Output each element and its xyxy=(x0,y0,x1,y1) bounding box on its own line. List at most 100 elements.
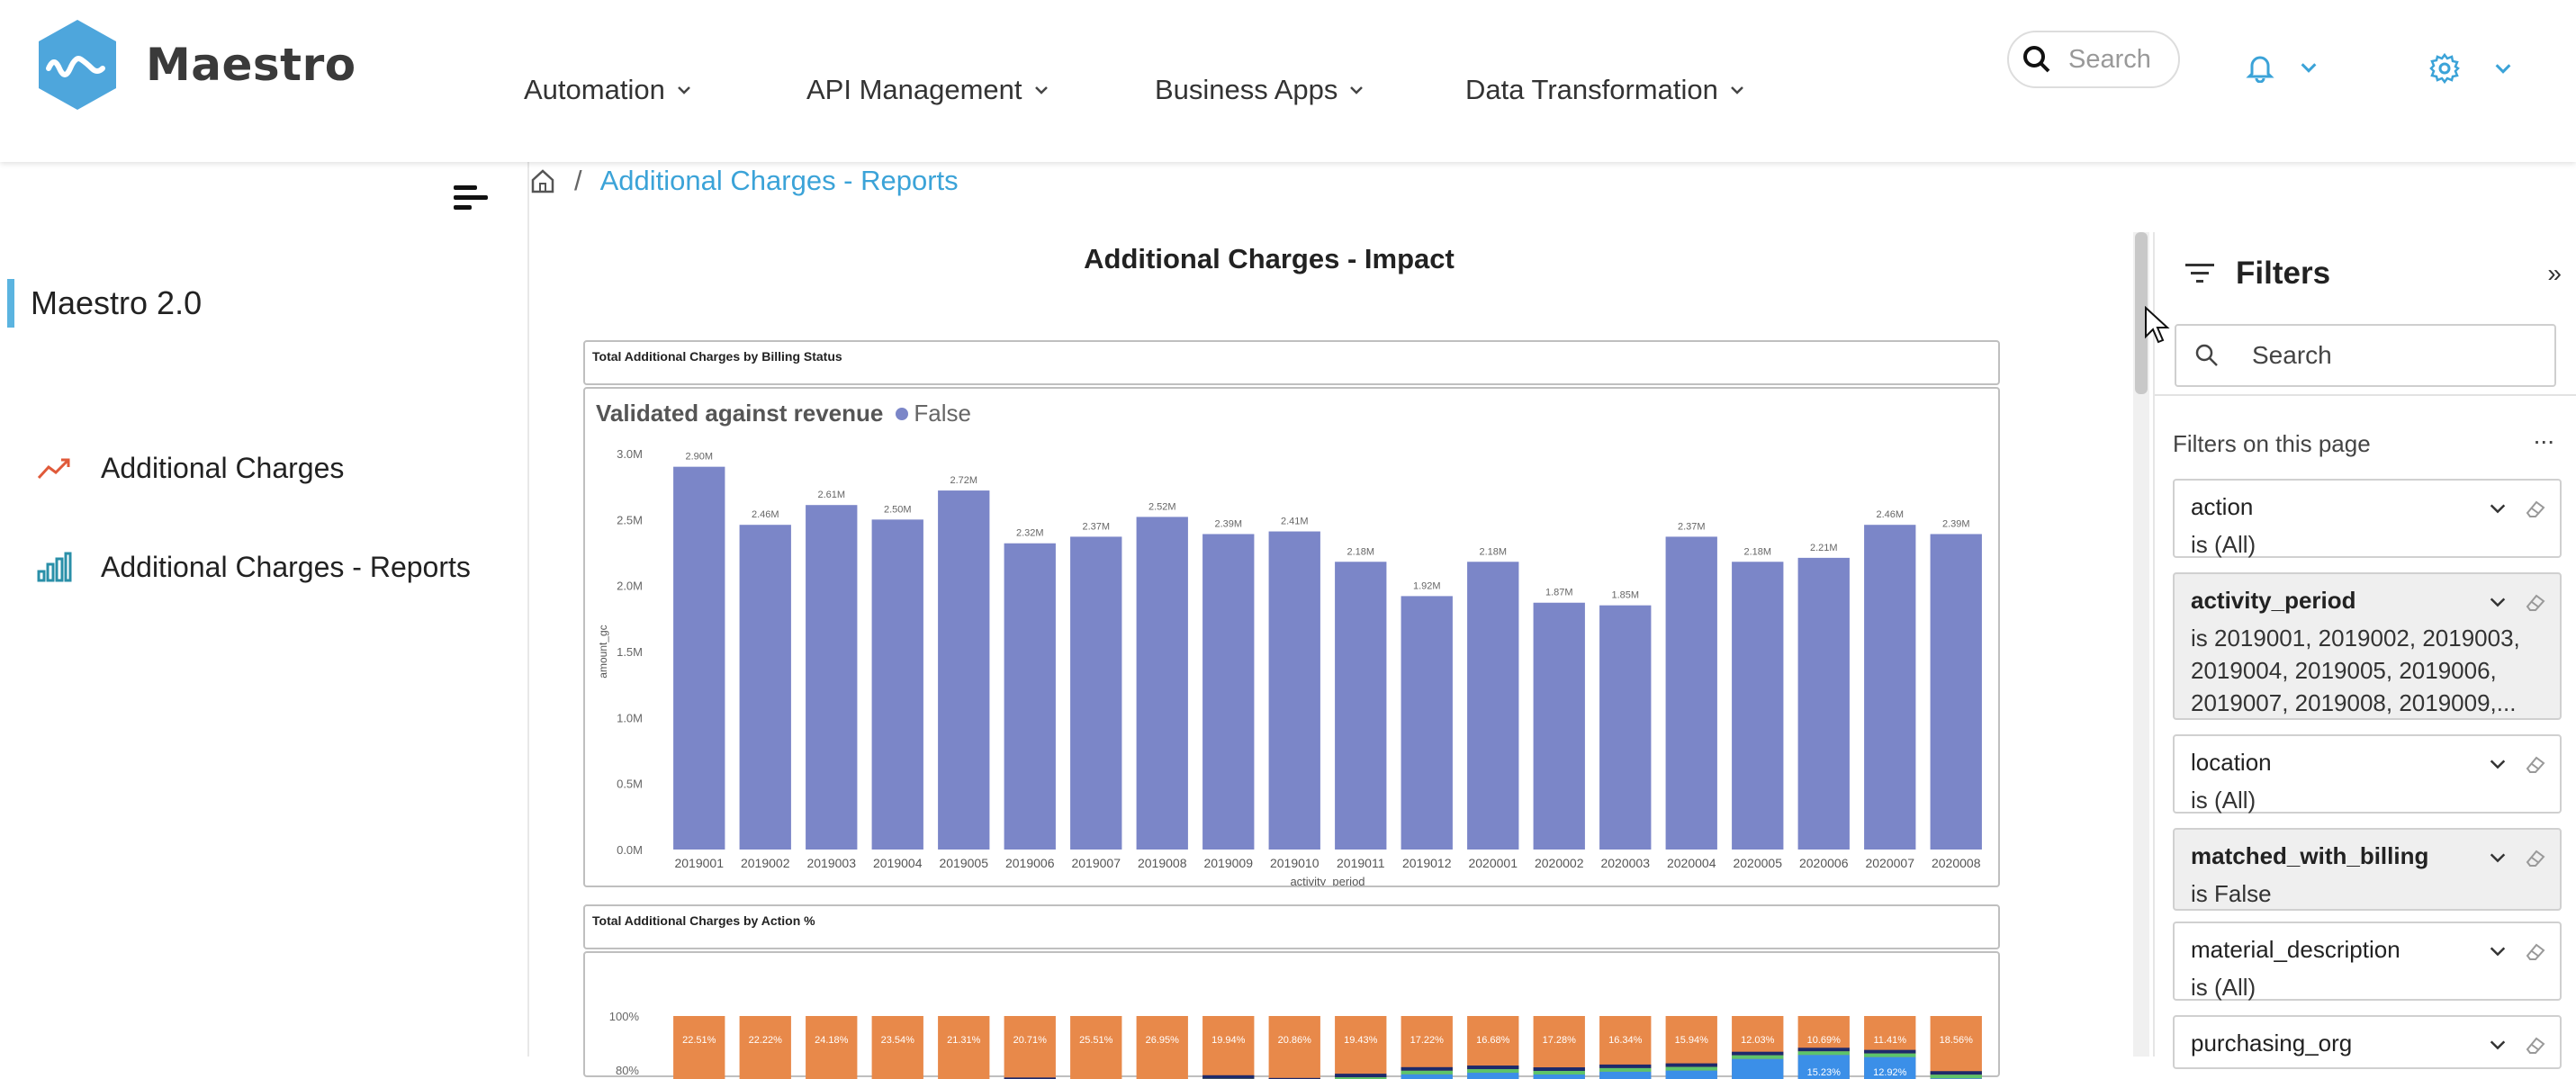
home-icon[interactable] xyxy=(529,167,556,194)
chevron-down-icon[interactable] xyxy=(2488,848,2508,868)
action-percent-chart-card[interactable]: 100%80%22.51%22.22%24.18%23.54%21.31%20.… xyxy=(583,951,2000,1077)
bar[interactable] xyxy=(1070,536,1121,850)
search-icon xyxy=(2194,343,2220,368)
y-tick-label: 2.5M xyxy=(617,513,643,526)
collapse-menu-icon[interactable] xyxy=(452,182,490,214)
sidebar-item-additional-charges-reports[interactable]: Additional Charges - Reports xyxy=(36,551,471,584)
eraser-icon[interactable] xyxy=(2524,752,2547,776)
bar[interactable] xyxy=(872,519,923,850)
y-tick-label: 100% xyxy=(609,1010,640,1023)
data-label: 2.21M xyxy=(1810,543,1838,553)
segment-label: 22.51% xyxy=(682,1035,716,1046)
bar[interactable] xyxy=(806,505,857,850)
bar[interactable] xyxy=(1732,562,1783,850)
nav-automation[interactable]: Automation xyxy=(524,74,692,106)
bar[interactable] xyxy=(1137,517,1188,850)
bar-segment-top[interactable] xyxy=(806,1016,857,1079)
data-label: 2.72M xyxy=(950,475,977,486)
global-search[interactable]: Search xyxy=(2007,31,2180,88)
bar[interactable] xyxy=(740,525,791,850)
notifications-button[interactable] xyxy=(2245,52,2319,83)
bar-segment-top[interactable] xyxy=(1004,1016,1056,1079)
bar[interactable] xyxy=(1534,603,1585,850)
eraser-icon[interactable] xyxy=(2524,497,2547,520)
bar-segment-top[interactable] xyxy=(938,1016,989,1079)
bar[interactable] xyxy=(1864,525,1915,850)
eraser-icon[interactable] xyxy=(2524,590,2547,614)
filter-card-purchasing-org[interactable]: purchasing_org xyxy=(2173,1015,2562,1069)
bar-segment-green xyxy=(1732,1056,1783,1059)
chevron-down-icon[interactable] xyxy=(2488,499,2508,518)
eraser-icon[interactable] xyxy=(2524,1033,2547,1057)
data-label: 2.32M xyxy=(1016,528,1044,539)
y-tick-label: 0.0M xyxy=(617,843,643,857)
bar[interactable] xyxy=(1666,536,1717,850)
bar-segment-blue xyxy=(1401,1075,1453,1079)
filters-pane: Filters » Search Filters on this page ..… xyxy=(2153,232,2576,1057)
more-options-button[interactable]: ... xyxy=(2534,421,2554,450)
segment-label: 15.23% xyxy=(1807,1067,1842,1078)
eraser-icon[interactable] xyxy=(2524,846,2547,869)
nav-api-management[interactable]: API Management xyxy=(806,74,1049,106)
bar[interactable] xyxy=(1401,596,1453,850)
filters-search-input[interactable]: Search xyxy=(2175,324,2556,387)
data-label: 1.87M xyxy=(1545,588,1573,598)
segment-label: 19.94% xyxy=(1211,1035,1246,1046)
eraser-icon[interactable] xyxy=(2524,940,2547,963)
chevron-down-icon[interactable] xyxy=(2488,754,2508,774)
chevron-down-icon xyxy=(676,82,692,98)
bar[interactable] xyxy=(1202,534,1254,850)
logo[interactable]: Maestro xyxy=(31,18,356,112)
bar[interactable] xyxy=(1335,562,1386,850)
settings-button[interactable] xyxy=(2428,52,2513,85)
y-tick-label: 1.0M xyxy=(617,711,643,724)
data-label: 2.39M xyxy=(1942,518,1970,529)
nav-label: Automation xyxy=(524,74,665,106)
bar-segment-top[interactable] xyxy=(1269,1016,1320,1079)
nav-data-transformation[interactable]: Data Transformation xyxy=(1465,74,1745,106)
x-tick-label: 2019004 xyxy=(873,856,923,870)
x-tick-label: 2020002 xyxy=(1535,856,1584,870)
bar-segment-top[interactable] xyxy=(1070,1016,1121,1079)
bar-segment-navy xyxy=(1666,1064,1717,1067)
bar-segment-top[interactable] xyxy=(1202,1016,1254,1079)
data-label: 2.37M xyxy=(1678,521,1706,532)
y-tick-label: 0.5M xyxy=(617,778,643,791)
bar-segment-top[interactable] xyxy=(673,1016,725,1079)
bar-segment-top[interactable] xyxy=(1931,1016,1982,1079)
bar-segment-top[interactable] xyxy=(1335,1016,1386,1079)
bar-segment-top[interactable] xyxy=(740,1016,791,1079)
bar[interactable] xyxy=(1467,562,1518,850)
collapse-filters-button[interactable]: » xyxy=(2547,259,2562,288)
bar[interactable] xyxy=(938,490,989,850)
report-title: Additional Charges - Impact xyxy=(531,243,2007,275)
bar-segment-top[interactable] xyxy=(1137,1016,1188,1079)
breadcrumb-current[interactable]: Additional Charges - Reports xyxy=(600,165,959,197)
chevron-down-icon[interactable] xyxy=(2488,592,2508,612)
divider xyxy=(2155,394,2576,396)
nav-business-apps[interactable]: Business Apps xyxy=(1155,74,1365,106)
filters-section-label: Filters on this page xyxy=(2173,430,2371,458)
sidebar-item-additional-charges[interactable]: Additional Charges xyxy=(36,452,344,485)
bar[interactable] xyxy=(1004,544,1056,850)
chevron-down-icon[interactable] xyxy=(2488,941,2508,961)
bar[interactable] xyxy=(1599,606,1651,850)
report-scrollbar[interactable] xyxy=(2133,232,2149,1057)
bar-segment-top[interactable] xyxy=(872,1016,923,1079)
bar[interactable] xyxy=(1931,534,1982,850)
filter-value: is (All) xyxy=(2191,528,2544,561)
segment-label: 10.69% xyxy=(1807,1035,1842,1046)
bar-segment-green xyxy=(1798,1051,1850,1055)
bar[interactable] xyxy=(1269,532,1320,850)
chevron-down-icon[interactable] xyxy=(2488,1035,2508,1055)
bar[interactable] xyxy=(673,467,725,850)
bar[interactable] xyxy=(1798,558,1850,850)
data-label: 2.90M xyxy=(685,452,713,463)
chevron-down-icon xyxy=(1348,82,1365,98)
